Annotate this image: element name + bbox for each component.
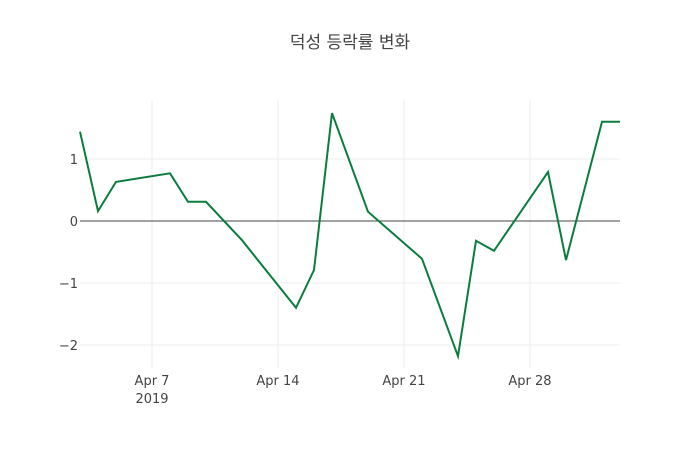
y-tick-label: −2 <box>59 339 78 354</box>
y-tick-label: −1 <box>59 277 78 292</box>
x-tick-label: Apr 28 <box>508 374 551 389</box>
x-tick-year-label: 2019 <box>135 392 168 407</box>
x-tick-label: Apr 21 <box>382 374 425 389</box>
chart-title: 덕성 등락률 변화 <box>290 33 411 53</box>
x-axis-ticks: Apr 7 2019 Apr 14 Apr 21 Apr 28 <box>135 374 552 407</box>
series-line <box>79 112 620 361</box>
y-tick-label: 1 <box>70 153 78 168</box>
y-tick-label: 0 <box>70 215 78 230</box>
grid <box>80 100 620 368</box>
x-tick-label: Apr 14 <box>256 374 299 389</box>
y-axis-ticks: 1 0 −1 −2 <box>59 153 78 354</box>
x-tick-label: Apr 7 <box>135 374 170 389</box>
